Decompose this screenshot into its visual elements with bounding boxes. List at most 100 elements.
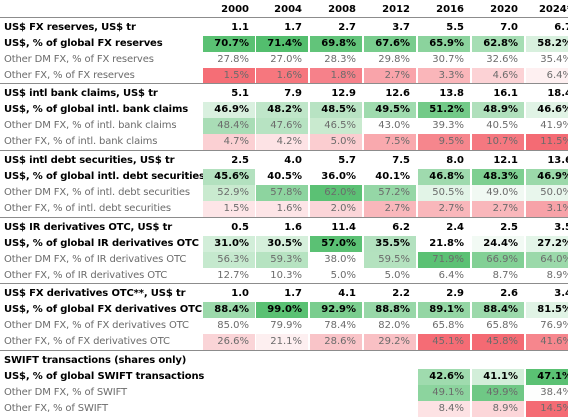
table-cell: 2.7% <box>472 201 524 217</box>
section-divider <box>0 350 568 351</box>
table-cell: 6.2 <box>392 222 410 233</box>
table-cell: 27.8% <box>203 52 255 68</box>
table-cell: 2.4 <box>446 222 464 233</box>
row-label: US$, % of global IR derivatives OTC <box>4 238 199 249</box>
table-cell: 45.8% <box>472 334 524 350</box>
table-cell: 41.6% <box>526 334 568 350</box>
table-row: Other DM FX, % of FX derivatives OTC 85.0… <box>0 318 568 334</box>
table-cell: 2.7% <box>364 68 416 84</box>
table-cell: 2.2 <box>392 288 410 299</box>
table-cell: 43.0% <box>364 118 416 134</box>
section-divider <box>0 83 568 84</box>
table-cell: 65.8% <box>472 318 524 334</box>
table-row: Other FX, % of IR derivatives OTC 12.7% 10… <box>0 268 568 284</box>
table-row: US$, % of global IR derivatives OTC 31.0%… <box>0 236 568 252</box>
table-row: US$, % of global intl. debt securities 45… <box>0 169 568 185</box>
table-cell: 57.0% <box>310 236 362 252</box>
table-cell: 5.0% <box>310 134 362 150</box>
table-row: Other FX, % of intl. debt securities 1.5%… <box>0 201 568 217</box>
row-label: US$ intl bank claims, US$ tr <box>4 88 158 99</box>
row-label: Other FX, % of FX derivatives OTC <box>4 336 170 347</box>
table-cell: 65.8% <box>418 318 470 334</box>
table-row: US$ intl bank claims, US$ tr 5.1 7.9 12.9 12… <box>0 86 568 102</box>
table-cell: 6.4% <box>526 68 568 84</box>
row-label: US$, % of global SWIFT transactions <box>4 371 205 382</box>
table-cell <box>310 369 362 385</box>
table-cell <box>310 385 362 401</box>
section-divider <box>0 17 568 18</box>
table-cell: 38.4% <box>526 385 568 401</box>
table-cell: 32.6% <box>472 52 524 68</box>
year-header-4: 2016 <box>436 4 464 15</box>
table-cell: 56.3% <box>203 252 255 268</box>
table-cell: 29.2% <box>364 334 416 350</box>
section-divider <box>0 150 568 151</box>
table-cell: 5.7 <box>338 155 356 166</box>
table-cell: 1.5% <box>203 201 255 217</box>
table-cell: 46.9% <box>203 102 255 118</box>
table-cell: 40.5% <box>472 118 524 134</box>
table-cell: 76.9% <box>526 318 568 334</box>
table-cell: 2.5 <box>500 222 518 233</box>
table-cell: 35.5% <box>364 236 416 252</box>
table-cell: 45.6% <box>203 169 255 185</box>
table-cell <box>526 353 568 369</box>
table-cell: 59.3% <box>256 252 308 268</box>
table-cell: 67.6% <box>364 36 416 52</box>
table-cell: 28.6% <box>310 334 362 350</box>
table-cell: 35.4% <box>526 52 568 68</box>
table-cell: 31.0% <box>203 236 255 252</box>
table-cell <box>203 401 255 417</box>
table-row: Other DM FX, % of intl. debt securities 5… <box>0 185 568 201</box>
table-cell <box>203 353 255 369</box>
table-cell: 46.5% <box>310 118 362 134</box>
table-row: US$ FX derivatives OTC**, US$ tr 1.0 1.7 4.… <box>0 286 568 302</box>
table-cell: 49.0% <box>472 185 524 201</box>
table-cell: 24.4% <box>472 236 524 252</box>
table-cell <box>203 369 255 385</box>
table-cell: 8.7% <box>472 268 524 284</box>
table-row: US$, % of global FX derivatives OTC 88.4%… <box>0 302 568 318</box>
year-header-6: 2024* <box>538 4 568 15</box>
year-header-0: 2000 <box>221 4 249 15</box>
table-cell: 12.9 <box>331 88 356 99</box>
table-cell: 13.8 <box>439 88 464 99</box>
table-cell: 6.4% <box>418 268 470 284</box>
table-cell: 51.2% <box>418 102 470 118</box>
table-cell: 8.9% <box>472 401 524 417</box>
row-label: Other DM FX, % of SWIFT <box>4 387 127 398</box>
table-cell: 4.6% <box>472 68 524 84</box>
table-cell: 49.9% <box>472 385 524 401</box>
table-row: US$, % of global intl. bank claims 46.9% 4… <box>0 102 568 118</box>
table-cell: 21.8% <box>418 236 470 252</box>
table-cell: 88.4% <box>203 302 255 318</box>
table-cell: 1.6 <box>284 222 302 233</box>
table-cell: 18.4 <box>547 88 568 99</box>
table-cell: 3.4 <box>554 288 568 299</box>
section-divider <box>0 283 568 284</box>
table-cell: 2.9 <box>446 288 464 299</box>
table-cell: 1.6% <box>256 201 308 217</box>
table-cell: 64.0% <box>526 252 568 268</box>
table-cell: 48.2% <box>256 102 308 118</box>
table-cell: 48.9% <box>472 102 524 118</box>
table-cell: 2.7 <box>338 22 356 33</box>
table-cell: 59.5% <box>364 252 416 268</box>
table-cell: 92.9% <box>310 302 362 318</box>
row-label: Other FX, % of SWIFT <box>4 403 108 414</box>
table-cell: 81.5% <box>526 302 568 318</box>
table-cell <box>256 369 308 385</box>
table-cell <box>418 353 470 369</box>
table-cell: 8.0 <box>446 155 464 166</box>
table-cell: 2.0% <box>310 201 362 217</box>
row-label: US$ FX derivatives OTC**, US$ tr <box>4 288 186 299</box>
row-label: US$ intl debt securities, US$ tr <box>4 155 175 166</box>
table-cell: 7.5 <box>392 155 410 166</box>
row-label: US$ FX reserves, US$ tr <box>4 22 136 33</box>
table-cell: 1.7 <box>284 22 302 33</box>
table-cell: 12.7% <box>203 268 255 284</box>
table-row: US$, % of global FX reserves 70.7% 71.4% 69… <box>0 36 568 52</box>
table-row: US$ FX reserves, US$ tr 1.1 1.7 2.7 3.7 5.5 7.… <box>0 20 568 36</box>
table-cell: 27.2% <box>526 236 568 252</box>
table-cell: 41.1% <box>472 369 524 385</box>
